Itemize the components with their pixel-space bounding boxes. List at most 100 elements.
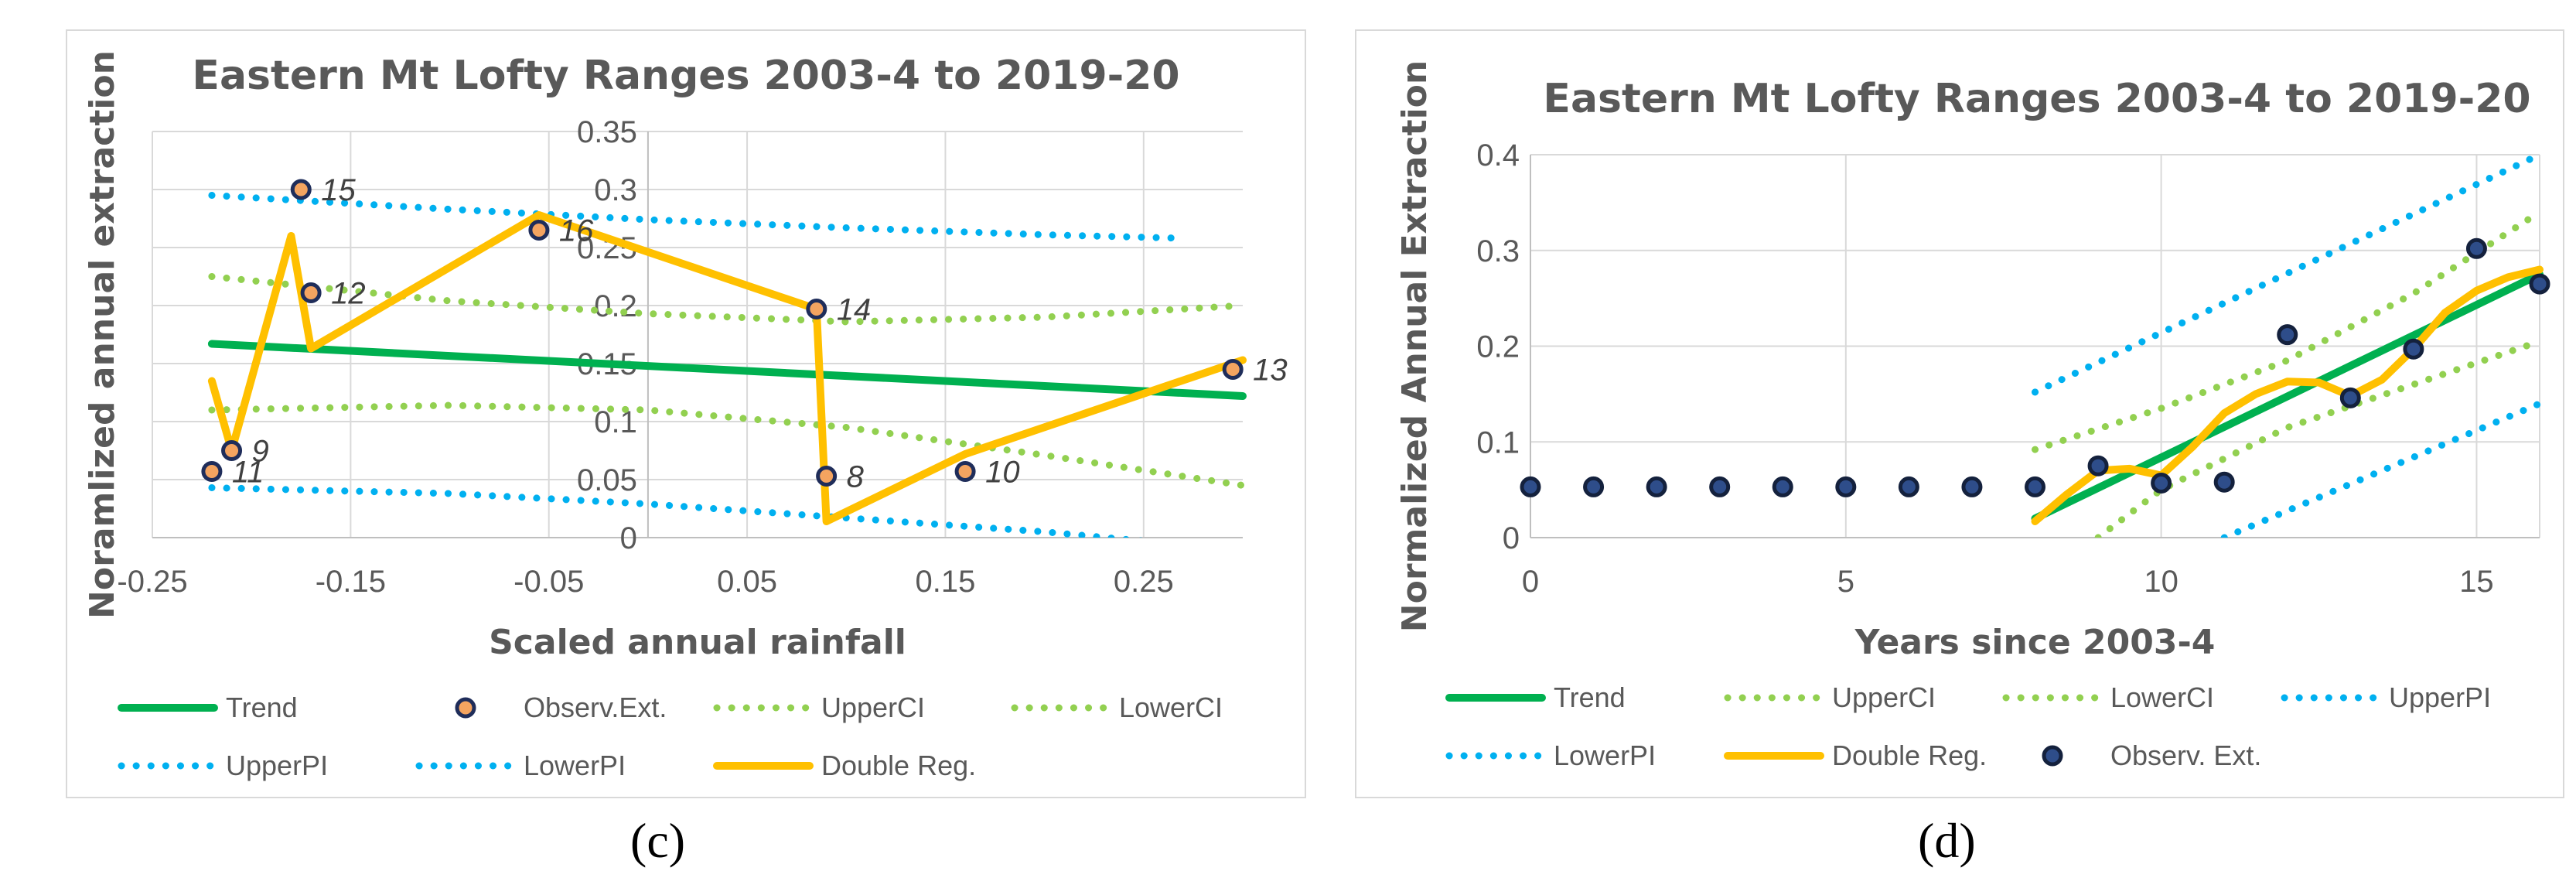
series-upperci (2032, 208, 2544, 453)
chart-c-svg: Eastern Mt Lofty Ranges 2003-4 to 2019-2… (83, 50, 1288, 781)
legend-label: Observ. Ext. (2110, 740, 2261, 771)
series-lowerpi (208, 484, 1145, 538)
point-label: 16 (559, 214, 594, 248)
legend-item: Double Reg. (713, 750, 976, 781)
legend-label: Double Reg. (821, 750, 976, 781)
legend-label: Observ.Ext. (524, 692, 667, 723)
y-tick-label: 0.3 (594, 173, 637, 207)
observed-point (1709, 476, 1731, 497)
chart-d-svg: Eastern Mt Lofty Ranges 2003-4 to 2019-2… (1395, 60, 2550, 771)
chart-panel-c: Eastern Mt Lofty Ranges 2003-4 to 2019-2… (66, 29, 1306, 798)
series-trend (207, 340, 1247, 400)
observed-point (2403, 338, 2424, 360)
y-tick-label: 0.3 (1476, 234, 1520, 268)
chart-title: Eastern Mt Lofty Ranges 2003-4 to 2019-2… (1543, 76, 2530, 122)
series-upperpi (2032, 155, 2544, 396)
plot-area (2031, 155, 2544, 538)
observed-point (1583, 476, 1605, 497)
series-upperpi (208, 192, 1187, 242)
caption-c: (c) (630, 813, 686, 868)
observed-point (1646, 476, 1667, 497)
series-lowerci (2094, 337, 2544, 538)
point-label: 14 (837, 293, 872, 327)
y-tick-label: 0.05 (577, 463, 637, 497)
x-tick-label: -0.25 (117, 565, 187, 599)
legend-item: LowerPI (1445, 740, 1656, 771)
point-label: 12 (331, 277, 366, 311)
chart-panel-d: Eastern Mt Lofty Ranges 2003-4 to 2019-2… (1355, 29, 2564, 798)
legend-item: LowerPI (415, 750, 626, 781)
observed-point (1222, 359, 1244, 380)
legend-label: LowerPI (1554, 740, 1656, 771)
legend-item: UpperPI (118, 750, 328, 781)
observed-point (806, 299, 827, 319)
observed-point (1772, 476, 1793, 497)
y-axis-label: Noramlized annual extraction (83, 50, 122, 619)
observed-point (2339, 387, 2361, 408)
x-tick-label: 5 (1837, 565, 1854, 599)
legend-label: LowerCI (2110, 681, 2214, 713)
legend-item: LowerCI (2002, 681, 2214, 713)
series-double-reg- (2031, 265, 2544, 525)
legend-item: UpperPI (2281, 681, 2491, 713)
point-label: 8 (847, 460, 865, 494)
legend-item: Trend (1445, 681, 1626, 713)
legend-label: Trend (226, 692, 298, 723)
series-lowerpi (2220, 400, 2544, 538)
legend: Trend UpperCI LowerCI UpperPI LowerPI Double … (1445, 681, 2491, 771)
observed-point (290, 179, 312, 200)
legend-swatch (455, 697, 476, 719)
legend-label: UpperPI (2389, 681, 2491, 713)
legend-label: UpperCI (1832, 681, 1936, 713)
gridlines (152, 131, 1243, 538)
y-tick-label: 0 (620, 521, 637, 555)
observed-point (2151, 472, 2172, 494)
point-label: 11 (232, 456, 264, 490)
legend-swatch (2042, 745, 2063, 767)
y-tick-label: 0 (1503, 521, 1520, 555)
legend-item: Double Reg. (1724, 740, 1987, 771)
observed-point (816, 466, 838, 487)
observed-point (1961, 476, 1983, 497)
observed-point (954, 461, 976, 482)
observed-point (1898, 476, 1919, 497)
observed-point (2465, 237, 2487, 259)
observed-point (2529, 273, 2550, 295)
x-tick-label: 0 (1522, 565, 1539, 599)
y-tick-label: 0.1 (594, 405, 637, 439)
series-trend (2031, 270, 2544, 523)
point-label: 9 (252, 435, 269, 469)
series-lowerci (208, 401, 1247, 489)
legend-label: LowerPI (524, 750, 626, 781)
legend-item: Observ. Ext. (2042, 740, 2261, 771)
x-tick-label: -0.15 (316, 565, 386, 599)
legend-label: UpperCI (821, 692, 925, 723)
observed-point (300, 282, 322, 303)
legend-label: Double Reg. (1832, 740, 1987, 771)
observed-point (2277, 324, 2298, 346)
x-tick-label: 10 (2144, 565, 2179, 599)
legend-item: UpperCI (713, 692, 925, 723)
legend: Trend Observ.Ext. UpperCI LowerCI UpperPI Low… (118, 692, 1223, 781)
y-tick-label: 0.2 (1476, 330, 1520, 364)
y-axis-label: Normalized Annual Extraction (1395, 60, 1435, 632)
y-tick-label: 0.4 (1476, 138, 1520, 173)
legend-item: Trend (118, 692, 298, 723)
y-tick-label: 0.1 (1476, 425, 1520, 459)
y-tick-label: 0.2 (594, 289, 637, 323)
legend-label: Trend (1554, 681, 1626, 713)
legend-label: LowerCI (1119, 692, 1223, 723)
series-double-reg- (207, 211, 1247, 525)
observed-point (2213, 471, 2235, 493)
x-tick-label: 0.15 (916, 565, 976, 599)
y-tick-label: 0.35 (577, 115, 637, 149)
observed-point (221, 440, 243, 461)
observed-point (1835, 476, 1857, 497)
plot-area (207, 192, 1247, 538)
x-tick-label: 0.25 (1114, 565, 1174, 599)
legend-label: UpperPI (226, 750, 328, 781)
observed-point (1520, 476, 1541, 497)
observed-point (528, 220, 550, 241)
legend-item: Observ.Ext. (455, 692, 667, 723)
point-label: 10 (985, 456, 1020, 490)
